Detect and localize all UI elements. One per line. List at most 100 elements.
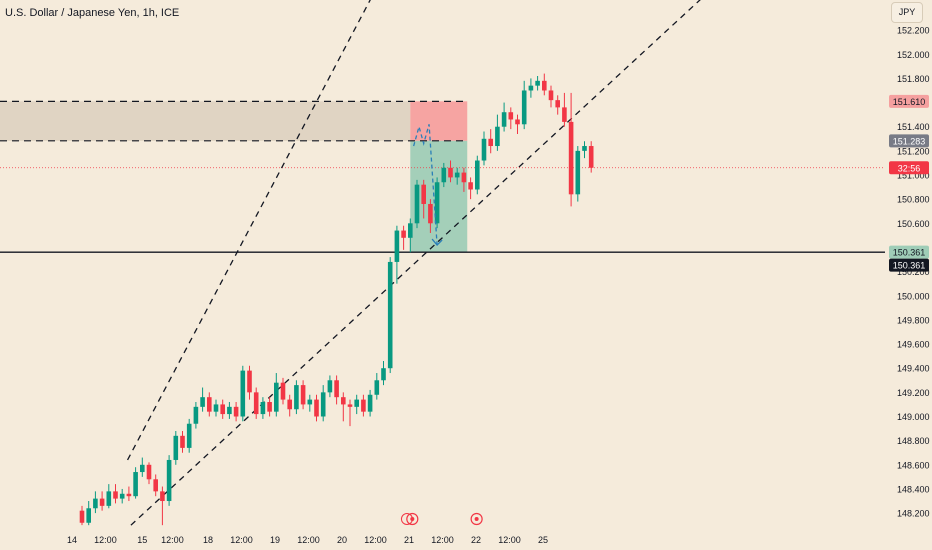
candle-body bbox=[367, 394, 373, 412]
candle-body bbox=[488, 138, 493, 147]
y-tick-label: 152.000 bbox=[897, 50, 930, 60]
y-tick-label: 150.000 bbox=[897, 291, 930, 301]
candle bbox=[260, 397, 266, 419]
x-tick-label: 18 bbox=[203, 535, 213, 545]
candle-body bbox=[582, 146, 587, 151]
y-tick-label: 151.200 bbox=[897, 146, 930, 156]
y-tick-label: 150.800 bbox=[897, 195, 930, 205]
countdown-label-bg[interactable] bbox=[889, 161, 929, 175]
candle-body bbox=[160, 491, 165, 502]
candle bbox=[515, 114, 520, 134]
candle-body bbox=[434, 182, 440, 224]
candle-body bbox=[454, 172, 460, 178]
candle bbox=[287, 394, 292, 417]
candle bbox=[367, 389, 373, 417]
candle bbox=[79, 505, 85, 526]
candle-body bbox=[501, 112, 507, 127]
candle-body bbox=[481, 138, 487, 161]
candle-body bbox=[374, 380, 380, 395]
candle-body bbox=[140, 464, 145, 473]
candle-body bbox=[562, 107, 567, 122]
candle-body bbox=[521, 90, 527, 125]
candle-body bbox=[274, 382, 279, 412]
candle-body bbox=[300, 385, 306, 405]
candle bbox=[106, 484, 112, 509]
zone-bottom-price-label-bg[interactable] bbox=[889, 134, 929, 148]
candle-body bbox=[207, 397, 212, 412]
candle bbox=[267, 397, 272, 417]
candle-body bbox=[448, 167, 453, 178]
x-tick-label: 12:00 bbox=[364, 535, 387, 545]
candle bbox=[468, 177, 473, 200]
y-tick-label: 151.400 bbox=[897, 122, 930, 132]
candle-body bbox=[213, 404, 219, 412]
x-tick-label: 12:00 bbox=[94, 535, 117, 545]
candle-body bbox=[247, 370, 252, 393]
candle-body bbox=[220, 404, 225, 415]
candle-body bbox=[280, 382, 286, 400]
candle-body bbox=[421, 184, 426, 204]
candle-body bbox=[555, 100, 560, 108]
y-tick-label: 151.800 bbox=[897, 74, 930, 84]
candle-body bbox=[260, 402, 266, 415]
candle bbox=[119, 488, 125, 504]
candle bbox=[575, 146, 581, 202]
candle bbox=[166, 455, 172, 506]
candle bbox=[582, 141, 587, 159]
candle bbox=[294, 380, 299, 415]
candle bbox=[562, 92, 567, 127]
channel-lower-line[interactable] bbox=[130, 0, 885, 526]
candle-body bbox=[99, 498, 105, 506]
candle bbox=[408, 218, 413, 253]
candle bbox=[421, 179, 426, 219]
y-tick-label: 149.800 bbox=[897, 315, 930, 325]
candle bbox=[461, 167, 467, 192]
projection-path[interactable] bbox=[413, 124, 438, 246]
support-price-label-upper-bg[interactable] bbox=[889, 245, 929, 259]
candle bbox=[495, 114, 500, 151]
candle-body bbox=[166, 459, 172, 502]
candle bbox=[414, 179, 420, 229]
candle bbox=[488, 129, 493, 154]
event-icon-dot bbox=[474, 517, 479, 521]
candle bbox=[227, 402, 232, 419]
y-tick-label: 148.400 bbox=[897, 484, 930, 494]
candle bbox=[133, 467, 138, 499]
candle bbox=[146, 462, 152, 485]
candle-body bbox=[575, 150, 581, 195]
candle-body bbox=[468, 182, 473, 190]
countdown-label: 32:56 bbox=[898, 163, 921, 173]
candle bbox=[448, 160, 453, 183]
stop-loss-area[interactable] bbox=[410, 101, 468, 141]
x-tick-label: 22 bbox=[471, 535, 481, 545]
candle bbox=[307, 394, 313, 412]
candle bbox=[180, 430, 185, 453]
plot-area[interactable] bbox=[0, 0, 885, 526]
event-icon-outline bbox=[400, 513, 413, 525]
candle bbox=[200, 387, 205, 412]
candle-body bbox=[133, 472, 138, 497]
candle bbox=[280, 377, 286, 405]
candle-body bbox=[314, 399, 319, 417]
candle-body bbox=[401, 230, 406, 238]
candle bbox=[548, 85, 554, 108]
candle-body bbox=[568, 121, 574, 195]
y-tick-label: 149.200 bbox=[897, 388, 930, 398]
candle bbox=[535, 75, 540, 91]
candle bbox=[186, 418, 192, 453]
x-tick-label: 12:00 bbox=[431, 535, 454, 545]
currency-button[interactable]: JPY bbox=[891, 2, 923, 23]
x-tick-label: 12:00 bbox=[297, 535, 320, 545]
candle-body bbox=[227, 406, 232, 415]
candle-body bbox=[267, 402, 272, 412]
zone-top-price-label-bg[interactable] bbox=[889, 94, 929, 108]
y-tick-label: 150.600 bbox=[897, 219, 930, 229]
support-price-label-bg[interactable] bbox=[889, 258, 929, 272]
candle-body bbox=[126, 493, 132, 497]
candle-body bbox=[461, 172, 467, 183]
axes: 148.200 148.400 148.600 148.800 149.000 149.2… bbox=[67, 26, 930, 545]
candle bbox=[441, 162, 447, 188]
candle bbox=[501, 102, 507, 132]
candle-body bbox=[588, 146, 594, 168]
